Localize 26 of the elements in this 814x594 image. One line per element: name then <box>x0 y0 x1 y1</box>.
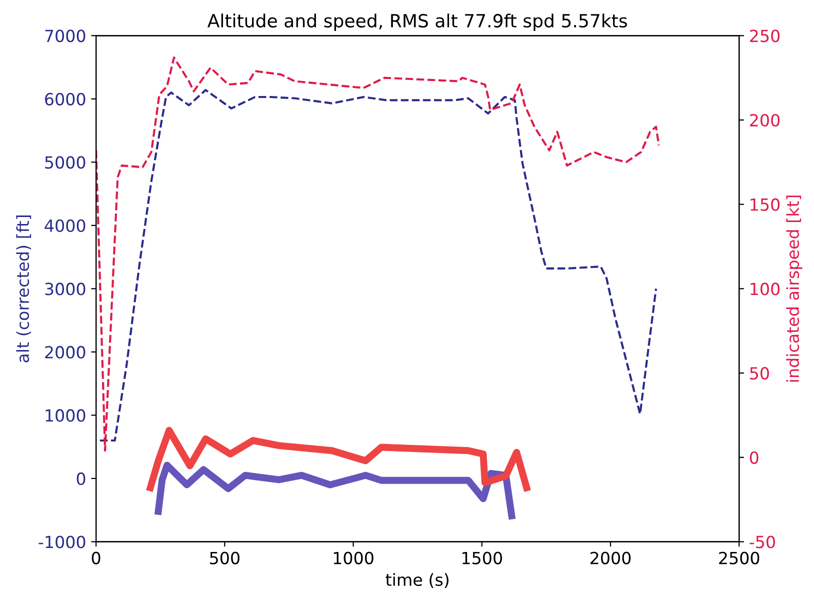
y2-tick-label: 50 <box>750 366 769 380</box>
x-tick-label: 1500 <box>462 552 502 564</box>
y-tick-label: 4000 <box>44 219 86 232</box>
y-tick-label: 3000 <box>45 282 86 296</box>
y-tick-label: -1000 <box>38 536 86 548</box>
x-tick-label: 2000 <box>590 552 631 564</box>
y-tick-label: 6000 <box>45 92 86 106</box>
y-tick-label: 1000 <box>46 409 86 422</box>
y-tick-label: 5000 <box>45 156 86 169</box>
y-tick-label: 7000 <box>45 30 86 42</box>
y2-tick-label: -50 <box>750 536 775 548</box>
y2-tick-label: 200 <box>750 114 780 127</box>
x-tick-label: 2500 <box>719 552 760 564</box>
y2-tick-label: 150 <box>750 198 780 211</box>
y-axis-title: alt (corrected) [ft] <box>16 215 32 362</box>
y2-tick-label: 250 <box>750 30 780 42</box>
x-tick-label: 500 <box>210 552 240 564</box>
x-tick-label: 1000 <box>334 552 374 564</box>
y-tick-label: 2000 <box>45 346 86 359</box>
y-tick-label: 0 <box>76 472 86 486</box>
x-axis-title: time (s) <box>386 573 448 588</box>
chart-title: Altitude and speed, RMS alt 77.9ft spd 5.57kts <box>207 14 627 32</box>
x-tick-label: 0 <box>92 552 100 564</box>
y2-tick-label: 0 <box>750 451 758 464</box>
y2-tick-label: 100 <box>750 282 780 296</box>
y2-axis-title: indicated airspeed [kt] <box>786 196 802 382</box>
